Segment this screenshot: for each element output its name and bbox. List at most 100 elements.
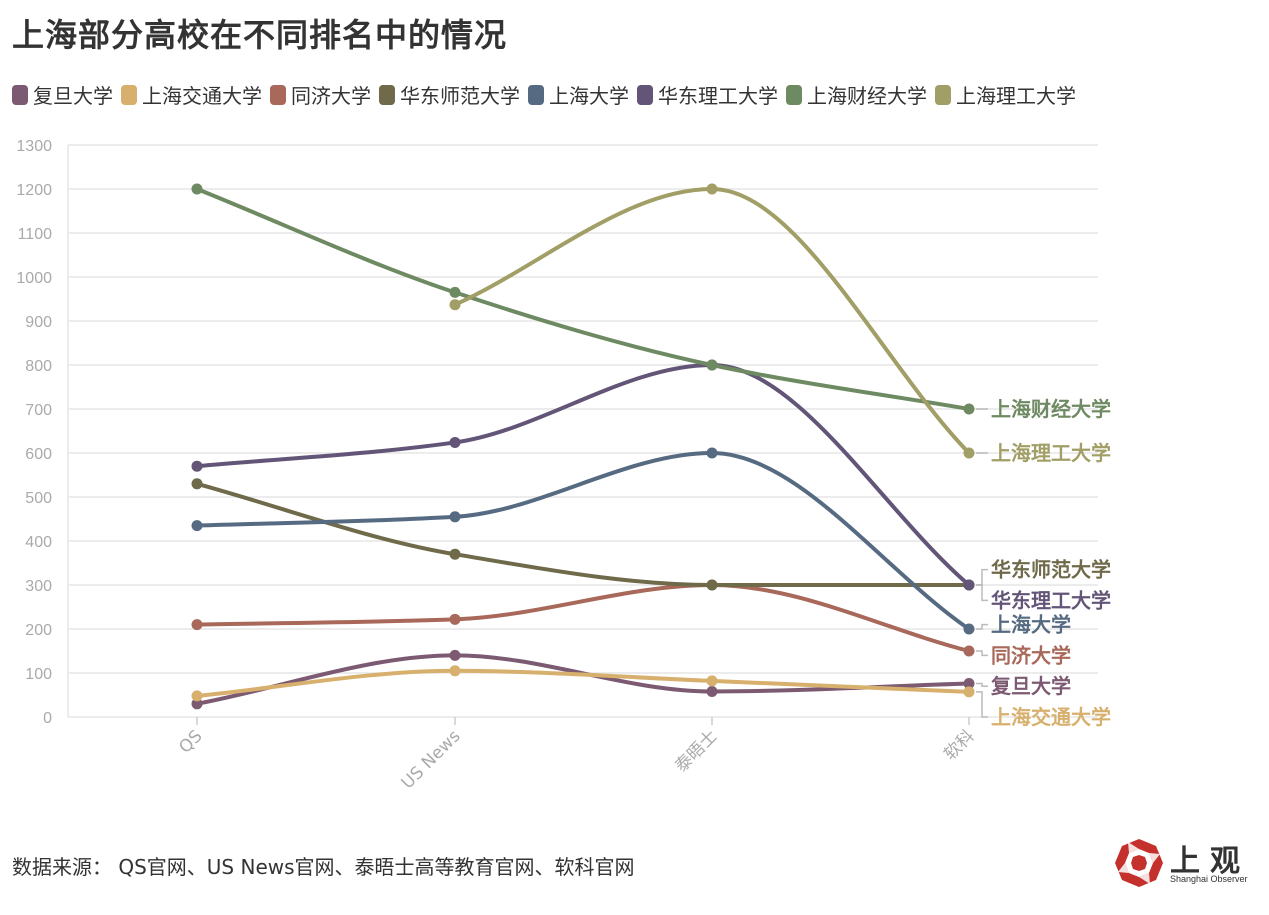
y-tick-label: 700 [25,402,52,419]
legend-label: 上海理工大学 [956,84,1076,108]
legend-item[interactable]: 华东理工大学 [637,80,778,109]
end-label: 华东师范大学 [991,558,1111,582]
legend-item[interactable]: 华东师范大学 [379,80,520,109]
legend-swatch [786,84,802,105]
end-label: 同济大学 [991,643,1071,667]
end-label: 复旦大学 [990,674,1071,698]
data-point[interactable] [191,460,203,472]
data-point[interactable] [963,403,975,415]
x-tick-label: 泰晤士 [671,726,721,776]
series-line [195,653,971,706]
y-tick-label: 300 [25,578,52,595]
y-tick-label: 1200 [16,182,52,199]
chart-title: 上海部分高校在不同排名中的情况 [12,16,508,54]
legend-item[interactable]: 同济大学 [270,80,371,109]
end-label-leader [976,568,988,586]
end-label: 上海大学 [991,613,1071,637]
end-label: 华东理工大学 [991,588,1111,612]
end-label-leader [976,682,988,687]
data-point[interactable] [706,685,718,697]
end-label: 上海理工大学 [991,441,1111,465]
legend-label: 复旦大学 [33,84,113,108]
series-line [195,668,971,698]
y-tick-label: 200 [25,622,52,639]
y-tick-label: 400 [25,534,52,551]
data-point[interactable] [963,447,975,459]
y-tick-label: 100 [25,666,52,683]
data-point[interactable] [449,299,461,311]
series-line [195,582,971,653]
y-tick-label: 0 [43,710,52,727]
data-point[interactable] [963,645,975,657]
data-point[interactable] [963,678,975,690]
y-tick-label: 600 [25,446,52,463]
y-tick-label: 900 [25,314,52,331]
legend-item[interactable]: 上海交通大学 [121,80,262,109]
series-line [453,186,971,455]
data-point[interactable] [449,511,461,523]
end-label-leader [976,691,988,718]
legend-label: 同济大学 [291,84,371,108]
data-point[interactable] [191,183,203,195]
end-label-leader [976,584,988,602]
legend-item[interactable]: 上海财经大学 [786,80,927,109]
data-point[interactable] [449,613,461,625]
y-tick-label: 500 [25,490,52,507]
end-label: 上海交通大学 [991,705,1111,729]
data-point[interactable] [449,286,461,298]
series-line [195,450,971,631]
legend-label: 华东理工大学 [658,84,778,108]
data-source-note: 数据来源： QS官网、US News官网、泰晤士高等教育官网、软科官网 [12,855,635,879]
data-point[interactable] [191,619,203,631]
x-tick-label: 软科 [940,726,978,764]
data-point[interactable] [706,359,718,371]
legend-swatch [379,84,395,105]
data-point[interactable] [706,183,718,195]
legend-swatch [121,84,137,105]
data-point[interactable] [191,698,203,710]
end-label: 上海财经大学 [991,397,1111,421]
data-point[interactable] [706,447,718,459]
legend-swatch [12,84,28,105]
data-point[interactable] [191,520,203,532]
legend-item[interactable]: 上海大学 [528,80,629,109]
y-tick-label: 1100 [18,226,53,243]
y-tick-label: 1300 [16,138,52,155]
y-tick-label: 800 [25,358,52,375]
legend-label: 上海大学 [549,84,629,108]
data-point[interactable] [706,579,718,591]
shanghai-observer-logo: 上观 Shanghai Observer [1114,836,1254,890]
legend-label: 上海交通大学 [142,84,262,108]
data-point[interactable] [191,478,203,490]
legend-item[interactable]: 上海理工大学 [935,80,1076,109]
legend-swatch [935,84,951,105]
series-line [195,187,971,411]
data-point[interactable] [449,665,461,677]
logo-text: 上观 [1170,844,1250,879]
logo-subtitle: Shanghai Observer [1170,874,1248,884]
data-point[interactable] [963,686,975,698]
data-point[interactable] [963,623,975,635]
data-point[interactable] [449,436,461,448]
shanghai-observer-logo-icon [1115,839,1163,887]
legend-label: 上海财经大学 [807,84,927,108]
end-label-leader [976,623,988,630]
series-line [195,362,971,587]
legend-swatch [637,84,653,105]
data-point[interactable] [449,649,461,661]
series-line [195,481,971,588]
legend: 复旦大学 上海交通大学 同济大学 华东师范大学 上海大学 华东理工大学 上海财经大学 上海理工… [12,80,1084,109]
legend-swatch [528,84,544,105]
data-point[interactable] [706,675,718,687]
data-point[interactable] [449,548,461,560]
end-label-leader [976,650,988,657]
x-tick-label: QS [175,726,206,757]
data-point[interactable] [191,690,203,702]
data-point[interactable] [963,579,975,591]
legend-item[interactable]: 复旦大学 [12,80,113,109]
x-tick-label: US News [398,726,465,793]
legend-swatch [270,84,286,105]
y-tick-label: 1000 [16,270,52,287]
legend-label: 华东师范大学 [400,84,520,108]
